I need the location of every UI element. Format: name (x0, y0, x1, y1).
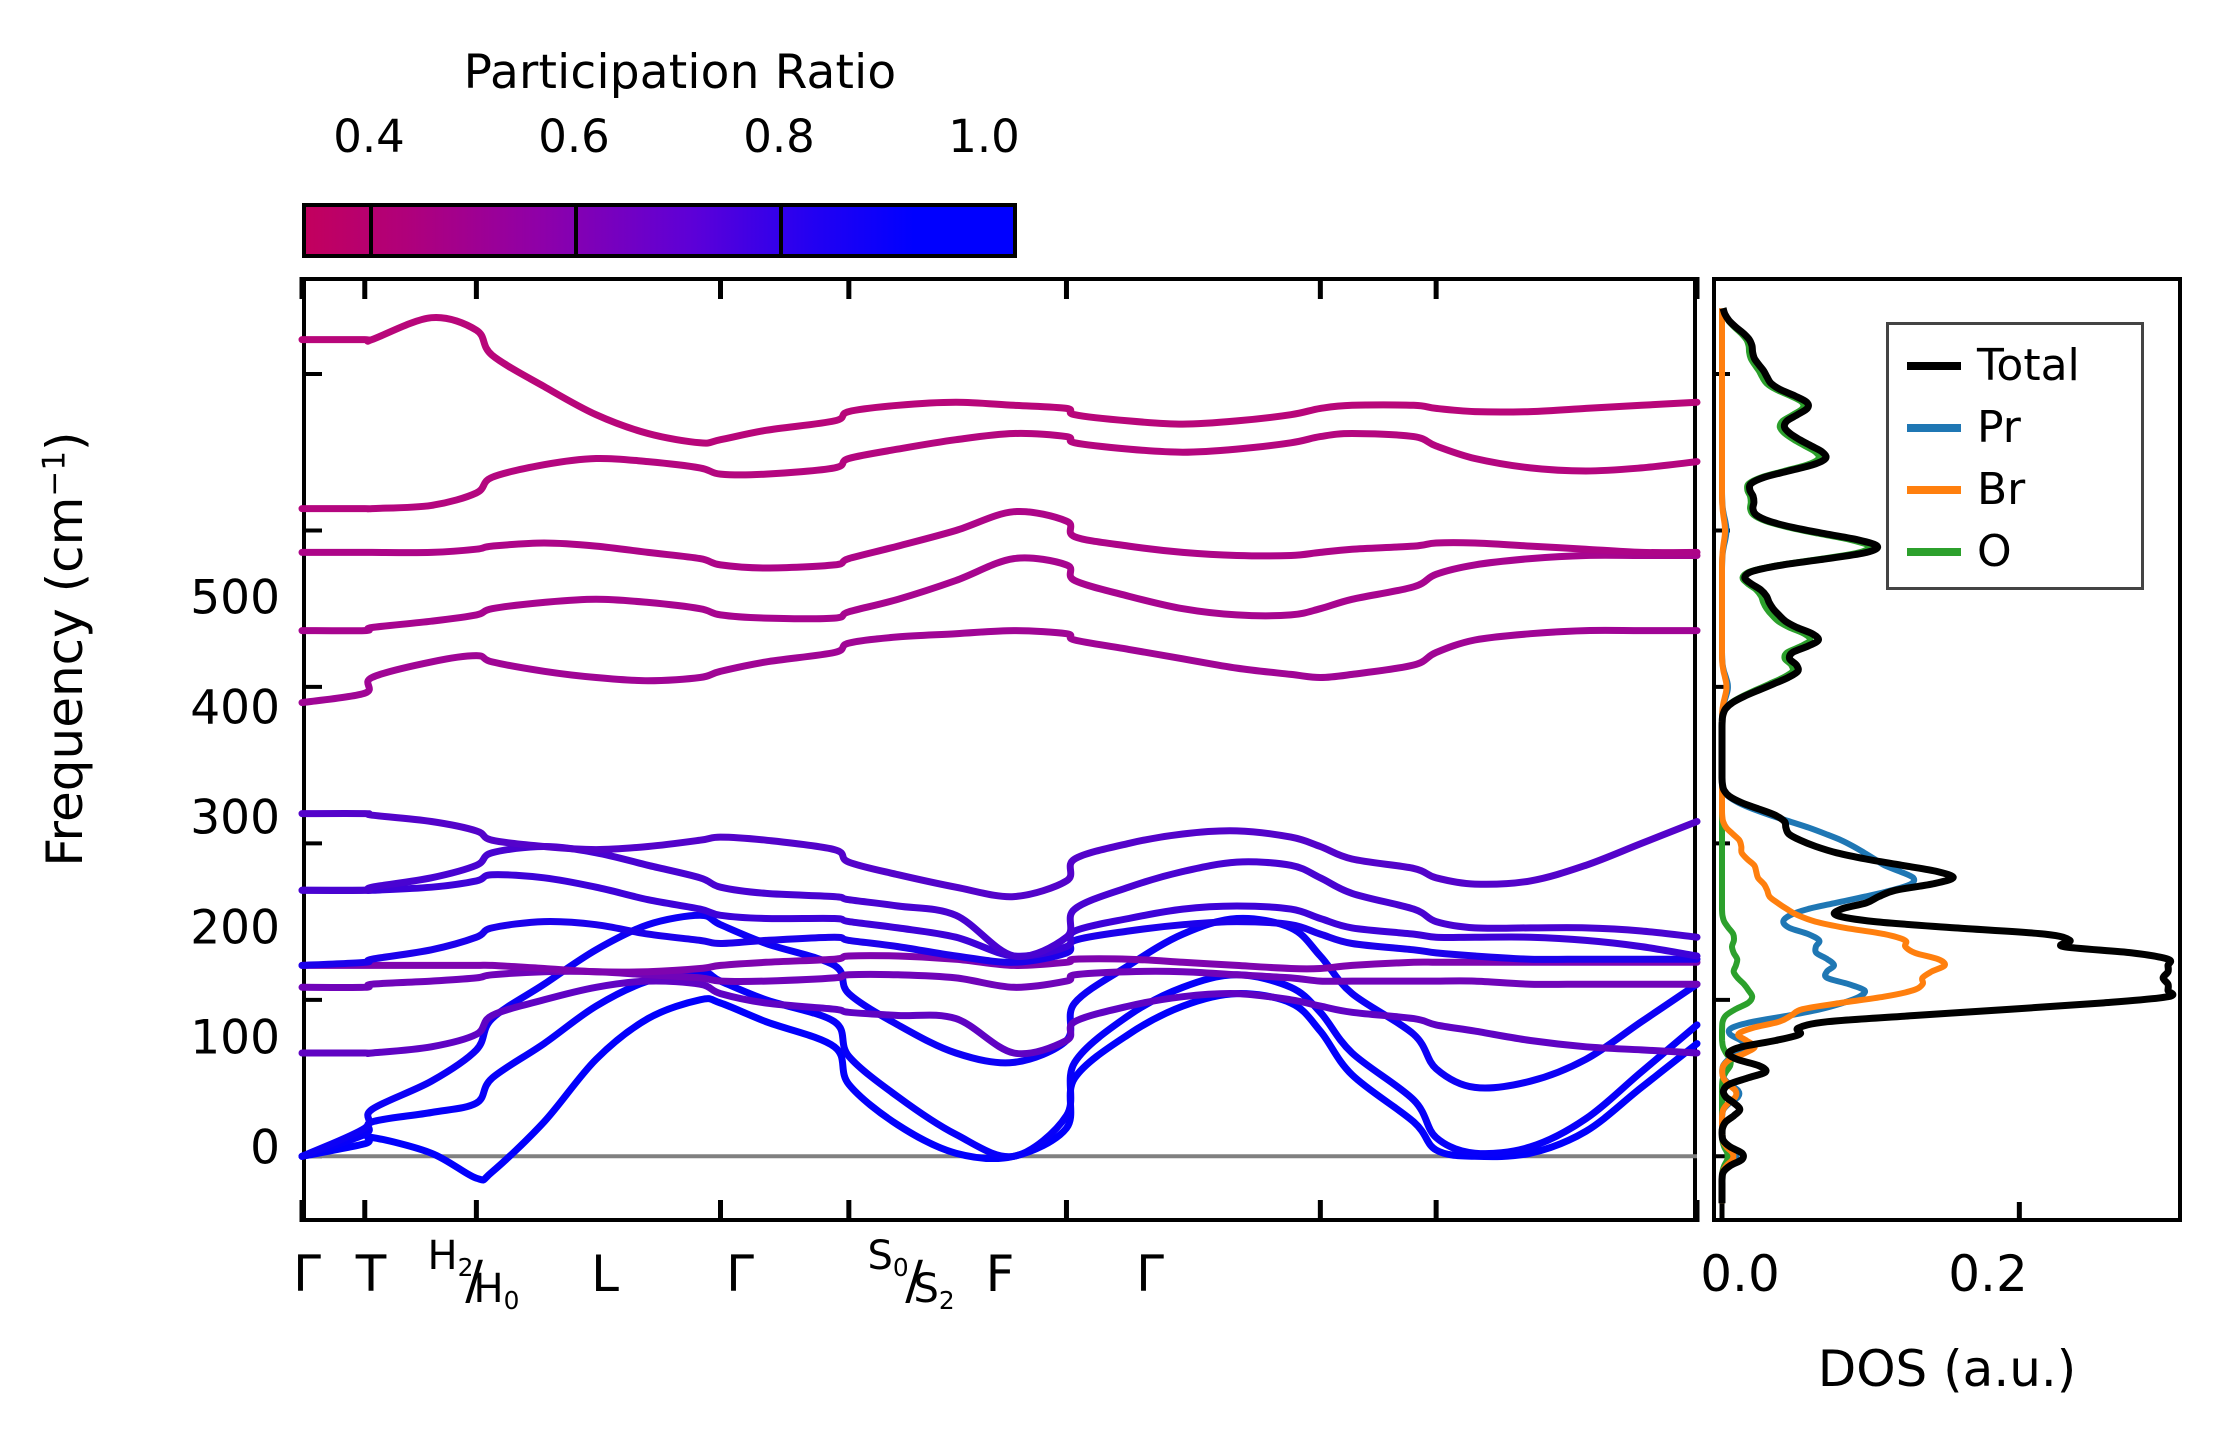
phonon-bands-group (298, 314, 1701, 1184)
phonon-band-13 (298, 507, 1701, 572)
dos-legend: Total Pr Br O (1886, 322, 2144, 590)
legend-item-br: Br (1889, 459, 2141, 521)
phonon-band-4 (298, 977, 1701, 1058)
colorbar-tick-0: 0.4 (333, 110, 405, 163)
participation-ratio-colorbar (302, 203, 1017, 258)
legend-label-total: Total (1977, 340, 2080, 391)
x-tick-label-gamma-2: Γ (726, 1245, 754, 1303)
h0-denominator: H0 (473, 1265, 520, 1315)
colorbar-title: Participation Ratio (463, 45, 897, 100)
x-tick-label-S0-S2: S0 / S2 (868, 1233, 973, 1320)
legend-swatch-br (1907, 486, 1961, 494)
fraction-slash-2: / (905, 1250, 923, 1312)
colorbar-tick-mark-0 (369, 203, 373, 258)
phonon-band-9 (298, 842, 1701, 961)
phonon-band-12 (298, 551, 1701, 635)
partial-dos-group (1718, 307, 2177, 1204)
x-tick-label-L: L (591, 1245, 619, 1303)
x-tick-label-H2-H0: H2 / H0 (428, 1233, 533, 1320)
x-tick-label-gamma-3: Γ (1136, 1245, 1164, 1303)
colorbar-tick-1: 0.6 (538, 110, 610, 163)
s2-denominator: S2 (913, 1265, 955, 1315)
dos-curve-total (1718, 307, 2177, 1204)
phonon-band-7 (298, 918, 1701, 969)
phonon-band-5 (298, 967, 1701, 992)
x-tick-label-F: F (985, 1245, 1015, 1303)
legend-swatch-pr (1907, 424, 1961, 432)
fraction-slash: / (465, 1250, 483, 1312)
y-tick-label-500: 500 (190, 570, 280, 626)
dos-panel (1712, 277, 2182, 1222)
band-structure-panel (302, 277, 1697, 1222)
colorbar-tick-mark-2 (779, 203, 783, 258)
h2-numerator: H2 (427, 1233, 474, 1282)
y-tick-label-200: 200 (190, 900, 280, 956)
colorbar-tick-2: 0.8 (743, 110, 815, 163)
dos-x-tick-label-1: 0.2 (1948, 1245, 2028, 1303)
dos-x-tick-label-0: 0.0 (1700, 1245, 1780, 1303)
phonon-band-8 (298, 871, 1701, 960)
y-tick-label-300: 300 (190, 790, 280, 846)
x-tick-label-T: T (355, 1245, 387, 1303)
dos-curve-o (1719, 307, 1873, 1204)
phonon-band-11 (298, 626, 1701, 707)
dos-x-axis-label: DOS (a.u.) (1817, 1340, 2077, 1398)
legend-label-o: O (1977, 526, 2012, 577)
y-tick-label-400: 400 (190, 680, 280, 736)
y-tick-label-100: 100 (190, 1010, 280, 1066)
y-tick-label-0: 0 (250, 1120, 280, 1176)
colorbar-tick-mark-1 (574, 203, 578, 258)
x-tick-label-gamma-1: Γ (293, 1245, 321, 1303)
phonon-band-1 (298, 990, 1701, 1184)
colorbar-tick-3: 1.0 (948, 110, 1020, 163)
legend-label-pr: Pr (1977, 402, 2021, 453)
x-tick-label-S0-S2-fraction: S0 / S2 (868, 1233, 973, 1320)
phonon-band-14 (298, 429, 1701, 513)
legend-item-o: O (1889, 521, 2141, 583)
legend-label-br: Br (1977, 464, 2026, 515)
phonon-band-15 (298, 314, 1701, 447)
phonon-band-2 (298, 968, 1701, 1161)
legend-swatch-o (1907, 548, 1961, 556)
legend-item-total: Total (1889, 335, 2141, 397)
legend-item-pr: Pr (1889, 397, 2141, 459)
s0-numerator: S0 (867, 1233, 909, 1282)
legend-swatch-total (1907, 362, 1961, 370)
phonon-band-10 (298, 810, 1701, 901)
x-tick-label-H2-H0-fraction: H2 / H0 (428, 1233, 533, 1320)
